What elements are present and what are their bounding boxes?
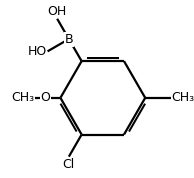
Text: OH: OH bbox=[48, 5, 67, 18]
Text: CH₃: CH₃ bbox=[11, 91, 34, 104]
Text: HO: HO bbox=[27, 45, 47, 58]
Text: CH₃: CH₃ bbox=[172, 91, 194, 104]
Text: O: O bbox=[41, 91, 50, 104]
Text: Cl: Cl bbox=[63, 158, 75, 171]
Text: B: B bbox=[65, 33, 73, 46]
